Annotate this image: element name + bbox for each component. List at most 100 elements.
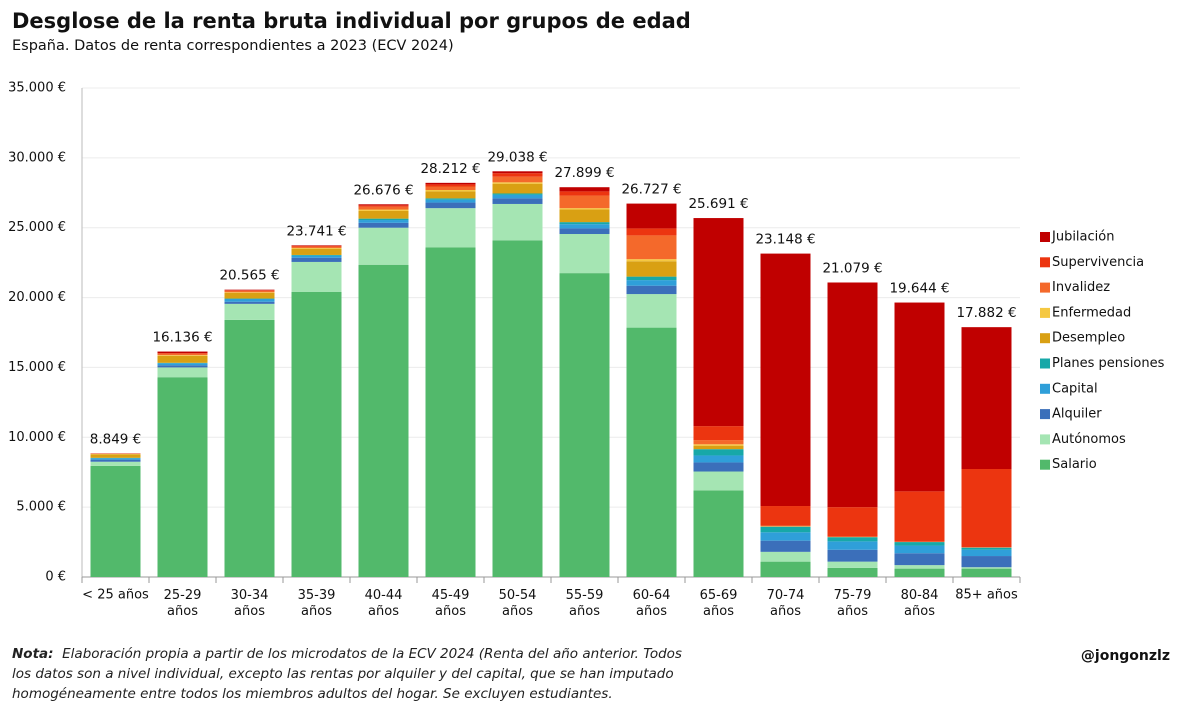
bar-segment [358, 218, 409, 221]
legend-swatch [1040, 459, 1050, 470]
total-label: 8.849 € [90, 431, 142, 447]
x-tick-label: 30-34 años [231, 588, 269, 619]
bar-segment [693, 426, 744, 441]
bar-segment [492, 176, 543, 183]
bar-segment [827, 541, 878, 550]
chart-title: Desglose de la renta bruta individual po… [12, 9, 691, 33]
bar-segment [626, 228, 677, 236]
bar-segment [559, 208, 610, 210]
bar-segment [693, 490, 744, 577]
legend-label: Enfermedad [1052, 305, 1131, 320]
bar-segment [626, 285, 677, 295]
x-tick-line: años [435, 604, 466, 619]
x-tick-label: 45-49 años [432, 588, 470, 619]
legend-swatch [1040, 358, 1050, 369]
bar-segment [626, 261, 677, 277]
x-tick-line: 75-79 [834, 588, 872, 603]
credit: @jongonzlz [1081, 648, 1170, 664]
total-label: 25.691 € [688, 196, 748, 212]
bar-segment [827, 507, 878, 537]
bar-segment [425, 184, 476, 187]
bar-segment [559, 191, 610, 196]
x-tick-line: 60-64 [633, 588, 671, 603]
y-tick-label: 0 € [45, 570, 66, 585]
bar-segment [157, 367, 208, 378]
bar-segment [961, 469, 1012, 548]
bar-segment [760, 526, 811, 533]
bar-segment [961, 327, 1012, 470]
x-tick-label: 50-54 años [499, 588, 537, 619]
bar-segment [224, 303, 275, 320]
bar-segment [358, 206, 409, 210]
x-tick-label: 55-59 años [566, 588, 604, 619]
x-tick-line: 80-84 [901, 588, 939, 603]
legend-label: Autónomos [1052, 432, 1126, 447]
bar-segment [961, 556, 1012, 568]
bar-segment [760, 253, 811, 507]
x-tick-label: 85+ años [955, 588, 1018, 603]
note: Nota: Elaboración propia a partir de los… [12, 644, 702, 704]
bar-segment [894, 542, 945, 546]
bar-segment [559, 195, 610, 209]
bar-segment [961, 547, 1012, 550]
bar-segment [157, 355, 208, 363]
bar-segment [224, 292, 275, 293]
bar-segment [291, 248, 342, 255]
bar-segment [157, 365, 208, 368]
bar-segment [693, 462, 744, 472]
bar-segment [693, 218, 744, 427]
x-tick-line: años [368, 604, 399, 619]
bar-segment [425, 198, 476, 200]
legend-label: Capital [1052, 381, 1098, 396]
x-tick-label: 25-29 años [164, 588, 202, 619]
legend-label: Supervivencia [1052, 255, 1144, 270]
bar-segment [291, 247, 342, 249]
bar-segment [157, 353, 208, 356]
bar-segment [961, 549, 1012, 557]
bar-segment [693, 444, 744, 446]
bar-segment [358, 204, 409, 206]
bar-segment [559, 209, 610, 223]
x-tick-label: 40-44 años [365, 588, 403, 619]
total-label: 29.038 € [487, 149, 547, 165]
bar-segment [626, 259, 677, 262]
bar-segment [291, 257, 342, 262]
bar-segment [425, 199, 476, 203]
bar-segment [90, 461, 141, 466]
bar-segment [291, 245, 342, 247]
x-tick-line: 55-59 [566, 588, 604, 603]
bar-segment [827, 567, 878, 577]
bar-segment [492, 198, 543, 204]
bar-segment [157, 353, 208, 354]
bar-segment [492, 182, 543, 184]
x-tick-line: 25-29 [164, 588, 202, 603]
bar-segment [358, 227, 409, 265]
x-tick-line: años [234, 604, 265, 619]
total-label: 19.644 € [889, 281, 949, 297]
legend-swatch [1040, 383, 1050, 394]
y-tick-label: 30.000 € [8, 150, 66, 165]
bar-segment [693, 445, 744, 450]
bar-segment [291, 245, 342, 246]
bar-segment [559, 224, 610, 229]
note-text: Elaboración propia a partir de los micro… [12, 646, 682, 702]
x-tick-label: 70-74 años [767, 588, 805, 619]
x-tick-line: 35-39 [298, 588, 336, 603]
bar-segment [760, 551, 811, 562]
legend-swatch [1040, 434, 1050, 445]
bar-segment [626, 327, 677, 577]
bar-segment [559, 234, 610, 274]
total-label: 16.136 € [152, 330, 212, 346]
bar-segment [693, 455, 744, 463]
bar-segment [492, 203, 543, 241]
total-label: 23.148 € [755, 232, 815, 248]
x-tick-label: 35-39 años [298, 588, 336, 619]
total-label: 17.882 € [956, 305, 1016, 321]
x-tick-label: 60-64 años [633, 588, 671, 619]
bar-segment [224, 290, 275, 291]
total-label: 20.565 € [219, 268, 279, 284]
bar-segment [425, 189, 476, 192]
bar-segment [894, 302, 945, 492]
bar-segment [90, 459, 141, 462]
